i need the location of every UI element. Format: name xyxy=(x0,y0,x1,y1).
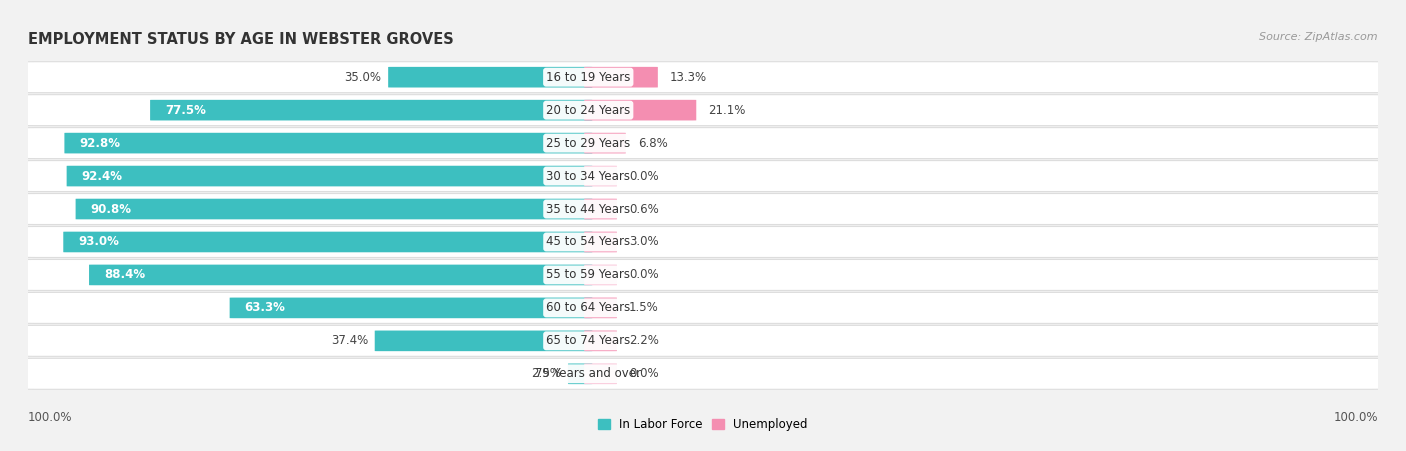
Text: 92.8%: 92.8% xyxy=(79,137,121,150)
FancyBboxPatch shape xyxy=(585,133,626,153)
FancyBboxPatch shape xyxy=(21,259,1385,290)
Text: 92.4%: 92.4% xyxy=(82,170,122,183)
FancyBboxPatch shape xyxy=(21,325,1385,356)
Text: 63.3%: 63.3% xyxy=(245,301,285,314)
Text: 21.1%: 21.1% xyxy=(709,104,745,117)
Text: 37.4%: 37.4% xyxy=(330,334,368,347)
Text: EMPLOYMENT STATUS BY AGE IN WEBSTER GROVES: EMPLOYMENT STATUS BY AGE IN WEBSTER GROV… xyxy=(28,32,454,46)
Text: 35 to 44 Years: 35 to 44 Years xyxy=(546,202,630,216)
Text: 1.5%: 1.5% xyxy=(628,301,659,314)
Text: 25 to 29 Years: 25 to 29 Years xyxy=(546,137,630,150)
Text: 0.0%: 0.0% xyxy=(628,367,659,380)
FancyBboxPatch shape xyxy=(375,331,592,351)
Text: 77.5%: 77.5% xyxy=(165,104,205,117)
Text: 100.0%: 100.0% xyxy=(1333,411,1378,424)
Text: 35.0%: 35.0% xyxy=(344,71,381,84)
Text: 2.9%: 2.9% xyxy=(531,367,561,380)
Text: 88.4%: 88.4% xyxy=(104,268,145,281)
FancyBboxPatch shape xyxy=(21,226,1385,258)
Text: 20 to 24 Years: 20 to 24 Years xyxy=(546,104,630,117)
Text: 0.6%: 0.6% xyxy=(628,202,659,216)
Text: 16 to 19 Years: 16 to 19 Years xyxy=(546,71,630,84)
Text: 75 Years and over: 75 Years and over xyxy=(536,367,641,380)
Text: 3.0%: 3.0% xyxy=(628,235,659,249)
FancyBboxPatch shape xyxy=(89,265,592,285)
FancyBboxPatch shape xyxy=(76,199,592,219)
FancyBboxPatch shape xyxy=(585,232,617,252)
FancyBboxPatch shape xyxy=(21,193,1385,225)
FancyBboxPatch shape xyxy=(229,298,592,318)
FancyBboxPatch shape xyxy=(21,292,1385,323)
Text: 45 to 54 Years: 45 to 54 Years xyxy=(546,235,630,249)
Text: 90.8%: 90.8% xyxy=(90,202,131,216)
FancyBboxPatch shape xyxy=(21,128,1385,159)
Text: 55 to 59 Years: 55 to 59 Years xyxy=(547,268,630,281)
FancyBboxPatch shape xyxy=(65,133,592,153)
FancyBboxPatch shape xyxy=(585,265,617,285)
FancyBboxPatch shape xyxy=(585,100,696,120)
Text: 0.0%: 0.0% xyxy=(628,170,659,183)
Text: Source: ZipAtlas.com: Source: ZipAtlas.com xyxy=(1260,32,1378,41)
FancyBboxPatch shape xyxy=(21,62,1385,93)
FancyBboxPatch shape xyxy=(585,166,617,186)
Text: 6.8%: 6.8% xyxy=(638,137,668,150)
FancyBboxPatch shape xyxy=(585,364,617,384)
FancyBboxPatch shape xyxy=(150,100,592,120)
Text: 2.2%: 2.2% xyxy=(628,334,659,347)
FancyBboxPatch shape xyxy=(568,364,592,384)
Text: 93.0%: 93.0% xyxy=(79,235,120,249)
Text: 13.3%: 13.3% xyxy=(671,71,707,84)
Text: 100.0%: 100.0% xyxy=(28,411,73,424)
FancyBboxPatch shape xyxy=(388,67,592,87)
FancyBboxPatch shape xyxy=(21,95,1385,126)
Text: 30 to 34 Years: 30 to 34 Years xyxy=(547,170,630,183)
FancyBboxPatch shape xyxy=(585,331,617,351)
FancyBboxPatch shape xyxy=(21,358,1385,389)
Legend: In Labor Force, Unemployed: In Labor Force, Unemployed xyxy=(593,413,813,436)
Text: 60 to 64 Years: 60 to 64 Years xyxy=(546,301,630,314)
FancyBboxPatch shape xyxy=(585,67,658,87)
FancyBboxPatch shape xyxy=(585,199,617,219)
FancyBboxPatch shape xyxy=(66,166,592,186)
FancyBboxPatch shape xyxy=(63,232,592,252)
Text: 65 to 74 Years: 65 to 74 Years xyxy=(546,334,630,347)
FancyBboxPatch shape xyxy=(585,298,617,318)
FancyBboxPatch shape xyxy=(21,161,1385,192)
Text: 0.0%: 0.0% xyxy=(628,268,659,281)
